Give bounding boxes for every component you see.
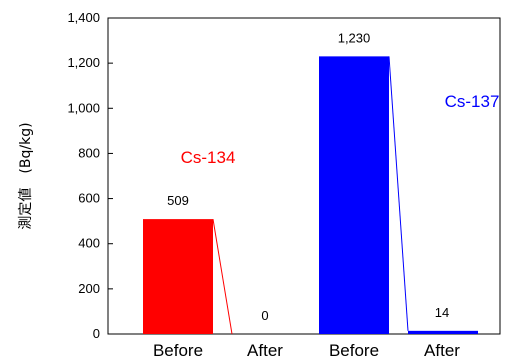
- series-connector-lines: [212, 56, 409, 335]
- data-label: 509: [167, 193, 189, 208]
- y-tick-label: 0: [93, 326, 100, 341]
- y-tick-label: 1,000: [67, 100, 100, 115]
- labels: 509 Before 0 After 1,230 Before 14 After Cs-134 C…: [153, 30, 499, 358]
- y-tick-label: 200: [78, 281, 100, 296]
- connector-line: [388, 56, 409, 331]
- bar: [408, 330, 478, 334]
- bar: [319, 56, 389, 334]
- data-label: 14: [435, 305, 449, 320]
- series-label: Cs-137: [445, 92, 500, 111]
- x-tick-label: After: [247, 341, 283, 358]
- data-label: 1,230: [338, 30, 371, 45]
- y-tick-label: 1,400: [67, 10, 100, 25]
- data-label: 0: [261, 308, 268, 323]
- bar: [143, 219, 213, 334]
- plot-frame: [107, 17, 501, 335]
- y-axis-title: 測定値 (Bq/kg): [18, 122, 34, 229]
- axes: 0 200 400 600 800 1,000 1,200 1,400 測定値 (Bq/kg): [18, 10, 501, 341]
- x-tick-label: Before: [153, 341, 203, 358]
- x-tick-label: After: [424, 341, 460, 358]
- y-tick-label: 800: [78, 145, 100, 160]
- y-tick-label: 1,200: [67, 55, 100, 70]
- y-tick-label: 600: [78, 191, 100, 206]
- series-label: Cs-134: [181, 148, 236, 167]
- x-tick-label: Before: [329, 341, 379, 358]
- bars: [143, 56, 478, 334]
- connector-line: [212, 219, 233, 335]
- y-tick-label: 400: [78, 236, 100, 251]
